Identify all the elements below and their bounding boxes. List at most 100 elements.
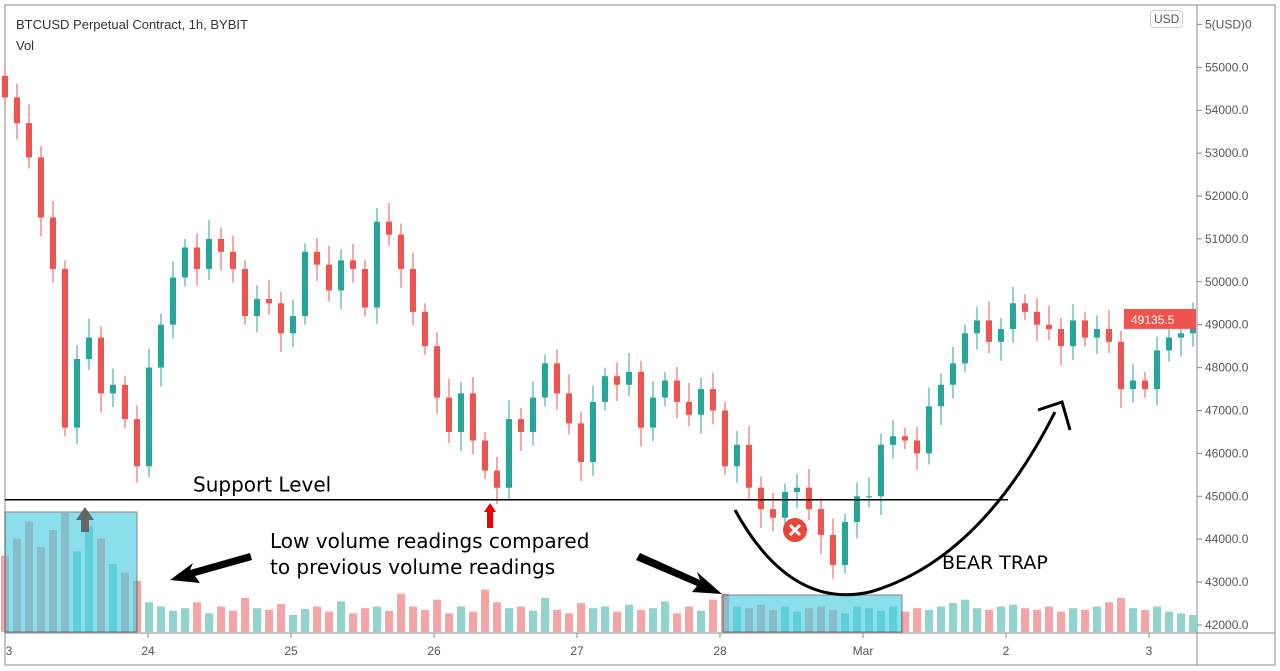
candle-body	[422, 311, 428, 347]
volume-bar	[265, 609, 273, 632]
candle-body	[266, 298, 272, 304]
candle-body	[938, 384, 944, 407]
bear-trap-curve	[733, 411, 1057, 597]
candle-body	[530, 397, 536, 432]
candle-body	[242, 268, 248, 317]
candle-body	[446, 397, 452, 432]
candle-body	[386, 221, 392, 235]
volume-bar	[169, 610, 177, 632]
volume-bar	[373, 606, 381, 632]
candle-body	[482, 440, 488, 471]
volume-bar	[1057, 611, 1065, 632]
candle-body	[782, 492, 788, 518]
candle-body	[110, 384, 116, 394]
candle-body	[1106, 328, 1112, 342]
volume-bar	[649, 608, 657, 632]
candle-body	[986, 320, 992, 342]
candle-body	[734, 444, 740, 467]
candle-body	[254, 298, 260, 317]
volume-bar	[1069, 608, 1077, 632]
volume-bar	[229, 610, 237, 632]
support-label: Support Level	[193, 473, 331, 497]
volume-bar	[1141, 609, 1149, 632]
candle-body	[1154, 350, 1160, 390]
candle-body	[122, 384, 128, 420]
volume-bar	[205, 613, 213, 632]
volume-bar	[961, 599, 969, 632]
y-tick-label: 48000.0	[1205, 361, 1249, 375]
candle-body	[74, 359, 80, 428]
volume-bar	[925, 609, 933, 632]
volume-bar	[949, 603, 957, 632]
volume-bar	[553, 609, 561, 632]
volume-bar	[637, 609, 645, 632]
volume-bar	[217, 606, 225, 632]
volume-bar	[589, 608, 597, 632]
y-tick-label: 45000.0	[1205, 489, 1249, 503]
candle-body	[458, 393, 464, 432]
y-tick-label: 54000.0	[1205, 103, 1249, 117]
volume-bar	[157, 606, 165, 632]
candle-body	[2, 75, 8, 98]
candle-body	[614, 376, 620, 385]
volume-bar	[469, 611, 477, 632]
volume-bar	[409, 606, 417, 632]
volume-bar	[661, 601, 669, 632]
volume-bar	[349, 613, 357, 632]
volume-bar	[457, 606, 465, 632]
candle-body	[902, 436, 908, 441]
candle-body	[854, 496, 860, 523]
candle-body	[1010, 303, 1016, 329]
x-tick-label: 2	[1003, 644, 1010, 658]
curve-arrowhead	[1037, 400, 1072, 431]
candle-body	[554, 363, 560, 394]
volume-bar	[1009, 604, 1017, 632]
y-tick-label: 55000.0	[1205, 60, 1249, 74]
y-tick-label: 47000.0	[1205, 404, 1249, 418]
y-tick-label: 46000.0	[1205, 446, 1249, 460]
candle-body	[746, 444, 752, 488]
candle-body	[278, 303, 284, 334]
currency-badge[interactable]: USD	[1150, 10, 1184, 28]
candle-body	[878, 444, 884, 497]
volume-bar	[913, 608, 921, 632]
volume-bar	[1117, 598, 1125, 632]
candle-body	[794, 487, 800, 493]
candle-body	[494, 470, 500, 488]
candle-body	[1070, 320, 1076, 347]
volume-highlight-box	[722, 594, 903, 633]
y-tick-label: 53000.0	[1205, 146, 1249, 160]
volume-bar	[997, 606, 1005, 632]
candle-body	[842, 522, 848, 565]
candle-body	[410, 268, 416, 312]
volume-indicator-label[interactable]: Vol	[16, 38, 35, 53]
x-tick-label: 3	[6, 644, 13, 658]
candle-body	[1178, 333, 1184, 338]
volume-bar	[1165, 611, 1173, 632]
candle-body	[290, 316, 296, 334]
volume-bar	[193, 602, 201, 632]
last-price-badge	[1124, 308, 1196, 329]
candle-body	[806, 487, 812, 510]
candle-body	[182, 247, 188, 278]
volume-bar	[685, 606, 693, 632]
candle-body	[98, 337, 104, 394]
volume-bar	[1105, 602, 1113, 632]
volume-bar	[1129, 608, 1137, 632]
candle-body	[710, 389, 716, 411]
candle-body	[770, 509, 776, 518]
x-tick-label: 28	[713, 644, 727, 658]
volume-bar	[973, 608, 981, 632]
candle-body	[86, 337, 92, 360]
black-arrow-right	[636, 553, 722, 594]
volume-bar	[1177, 613, 1185, 632]
volume-bar	[253, 608, 261, 632]
candle-body	[206, 238, 212, 269]
gray-up-arrow	[76, 507, 94, 532]
volume-bar	[709, 599, 717, 632]
y-tick-label: 43000.0	[1205, 575, 1249, 589]
candle-body	[650, 397, 656, 428]
candle-body	[890, 436, 896, 445]
